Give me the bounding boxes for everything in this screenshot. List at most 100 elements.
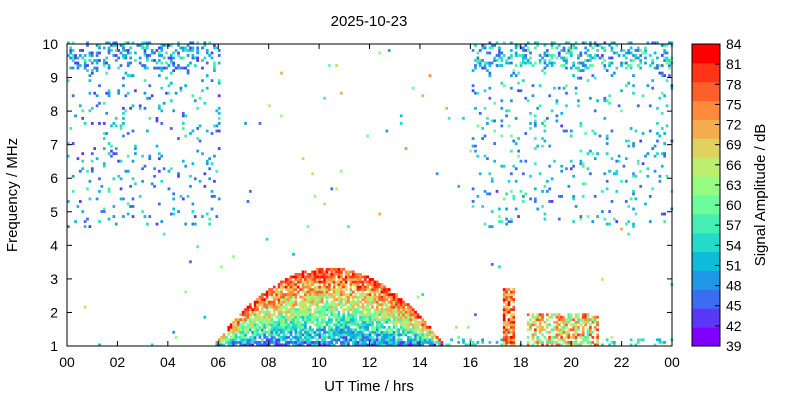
heatmap-cell [134, 89, 137, 93]
heatmap-cell [306, 338, 310, 342]
heatmap-cell [409, 330, 413, 334]
heatmap-cell [402, 343, 405, 347]
heatmap-cell [258, 318, 262, 322]
heatmap-cell [217, 129, 221, 133]
heatmap-cell [663, 74, 666, 78]
heatmap-cell [342, 280, 346, 284]
heatmap-cell [347, 310, 350, 314]
colorbar-tick-label: 66 [726, 157, 742, 173]
heatmap-cell [215, 46, 219, 50]
heatmap-cell [598, 44, 602, 47]
heatmap-cell [347, 300, 350, 304]
heatmap-cell [665, 174, 669, 178]
heatmap-cell [486, 116, 489, 120]
heatmap-cell [95, 69, 99, 72]
heatmap-cell [543, 66, 547, 70]
heatmap-cell [158, 169, 161, 173]
heatmap-cell [639, 169, 643, 173]
heatmap-cell [656, 152, 659, 156]
heatmap-cell [244, 310, 247, 314]
heatmap-cell [366, 313, 370, 317]
heatmap-cell [287, 340, 291, 344]
heatmap-cell [167, 56, 171, 60]
heatmap-cell [495, 340, 499, 344]
heatmap-cell [272, 305, 276, 309]
heatmap-cell [313, 318, 317, 322]
heatmap-cell [419, 328, 422, 332]
heatmap-cell [529, 197, 532, 201]
heatmap-cell [512, 298, 516, 301]
heatmap-cell [457, 335, 461, 339]
heatmap-cell [299, 310, 302, 314]
heatmap-cell [229, 323, 233, 327]
heatmap-cell [126, 169, 130, 173]
heatmap-cell [383, 330, 386, 334]
heatmap-cell [371, 325, 374, 329]
heatmap-cell [644, 154, 647, 158]
heatmap-cell [407, 310, 410, 314]
heatmap-cell [301, 273, 305, 276]
heatmap-cell [593, 109, 597, 113]
heatmap-cell [392, 305, 396, 309]
heatmap-cell [323, 328, 326, 332]
heatmap-cell [74, 220, 77, 223]
heatmap-cell [510, 41, 513, 45]
heatmap-cell [545, 323, 549, 327]
heatmap-cell [660, 91, 664, 95]
heatmap-cell [320, 318, 324, 322]
heatmap-cell [174, 335, 178, 339]
heatmap-cell [258, 298, 262, 301]
heatmap-cell [179, 89, 183, 93]
heatmap-cell [98, 343, 101, 347]
heatmap-cell [363, 338, 367, 342]
heatmap-cell [299, 278, 302, 281]
heatmap-cell [126, 212, 130, 216]
heatmap-cell [488, 225, 492, 229]
heatmap-cell [292, 285, 295, 289]
heatmap-cell [328, 308, 331, 312]
heatmap-cell [363, 288, 367, 291]
heatmap-cell [251, 343, 255, 347]
heatmap-cell [385, 305, 389, 309]
heatmap-cell [663, 59, 666, 62]
heatmap-cell [301, 285, 305, 289]
heatmap-cell [536, 41, 540, 45]
heatmap-cell [507, 220, 511, 223]
heatmap-cell [423, 325, 427, 329]
heatmap-cell [344, 278, 348, 281]
heatmap-cell [191, 210, 195, 213]
heatmap-cell [179, 66, 183, 70]
heatmap-cell [395, 328, 398, 332]
heatmap-cell [581, 335, 585, 339]
heatmap-cell [457, 184, 461, 188]
heatmap-cell [205, 129, 209, 133]
heatmap-cell [387, 343, 391, 347]
heatmap-cell [313, 343, 317, 347]
heatmap-cell [555, 101, 559, 105]
heatmap-cell [510, 313, 513, 317]
heatmap-cell [538, 61, 542, 65]
heatmap-cell [622, 61, 626, 65]
heatmap-cell [69, 66, 73, 70]
heatmap-cell [404, 147, 408, 150]
heatmap-cell [304, 338, 307, 342]
heatmap-cell [565, 320, 568, 324]
heatmap-cell [253, 300, 257, 304]
heatmap-cell [263, 340, 267, 344]
heatmap-cell [533, 119, 537, 123]
heatmap-cell [83, 225, 87, 229]
heatmap-cell [117, 89, 120, 93]
heatmap-cell [569, 159, 573, 163]
heatmap-cell [668, 74, 671, 78]
heatmap-cell [512, 197, 516, 201]
heatmap-cell [378, 295, 382, 299]
heatmap-cell [510, 340, 513, 344]
heatmap-cell [272, 333, 276, 337]
heatmap-cell [296, 335, 300, 339]
heatmap-cell [160, 122, 164, 125]
heatmap-cell [332, 343, 336, 347]
heatmap-cell [316, 330, 319, 334]
heatmap-cell [476, 61, 480, 65]
heatmap-cell [284, 323, 288, 327]
heatmap-cell [98, 101, 101, 105]
